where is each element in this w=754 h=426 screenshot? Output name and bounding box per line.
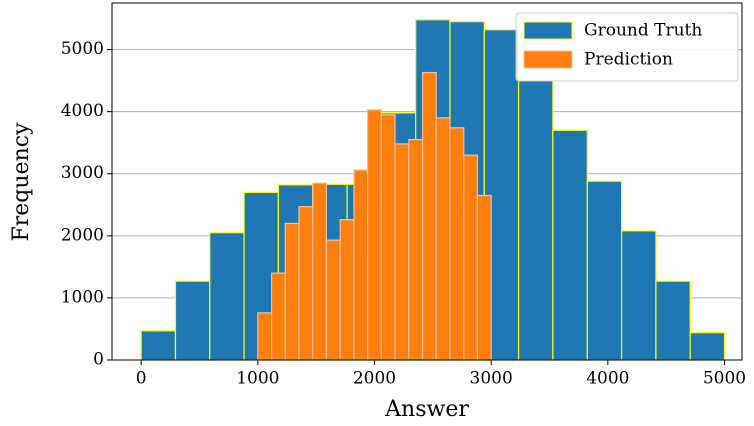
bar [435, 117, 451, 361]
bar [463, 154, 478, 361]
bar [284, 222, 300, 361]
bar [380, 114, 396, 361]
bar [257, 312, 273, 361]
legend-swatch [523, 50, 573, 69]
bar [209, 232, 245, 361]
y-tick-label: 1000 [61, 287, 104, 307]
bar [517, 80, 554, 361]
bar [394, 143, 410, 361]
bar [689, 332, 726, 361]
bar [339, 219, 355, 361]
bar [449, 127, 465, 361]
y-tick-label: 2000 [61, 225, 104, 245]
bar [353, 169, 369, 361]
bar [367, 109, 382, 361]
y-tick-label: 3000 [61, 163, 104, 183]
bar [421, 71, 437, 361]
bar [552, 129, 588, 361]
y-tick-label: 5000 [61, 39, 104, 59]
bar [298, 206, 314, 361]
x-tick-label: 4000 [586, 369, 629, 389]
bar [312, 182, 328, 361]
legend-swatch [523, 21, 573, 40]
bar [140, 330, 177, 361]
legend-label: Prediction [584, 50, 673, 70]
bar [655, 280, 691, 361]
y-tick-label: 0 [93, 350, 104, 370]
x-tick-label: 0 [136, 369, 147, 389]
y-tick-label: 4000 [61, 101, 104, 121]
x-axis-label: Answer [384, 397, 469, 422]
x-tick-label: 5000 [703, 369, 746, 389]
bar [586, 180, 623, 361]
bar [325, 239, 341, 361]
plot-frame [111, 2, 743, 361]
x-tick-label: 1000 [236, 369, 279, 389]
bar [476, 194, 492, 361]
x-tick-label: 2000 [353, 369, 396, 389]
bar [620, 230, 657, 361]
x-tick-label: 3000 [470, 369, 513, 389]
legend-label: Ground Truth [584, 21, 702, 41]
bar [174, 280, 211, 361]
bar [271, 272, 286, 361]
bar [408, 138, 424, 361]
y-axis-label: Frequency [9, 122, 34, 242]
